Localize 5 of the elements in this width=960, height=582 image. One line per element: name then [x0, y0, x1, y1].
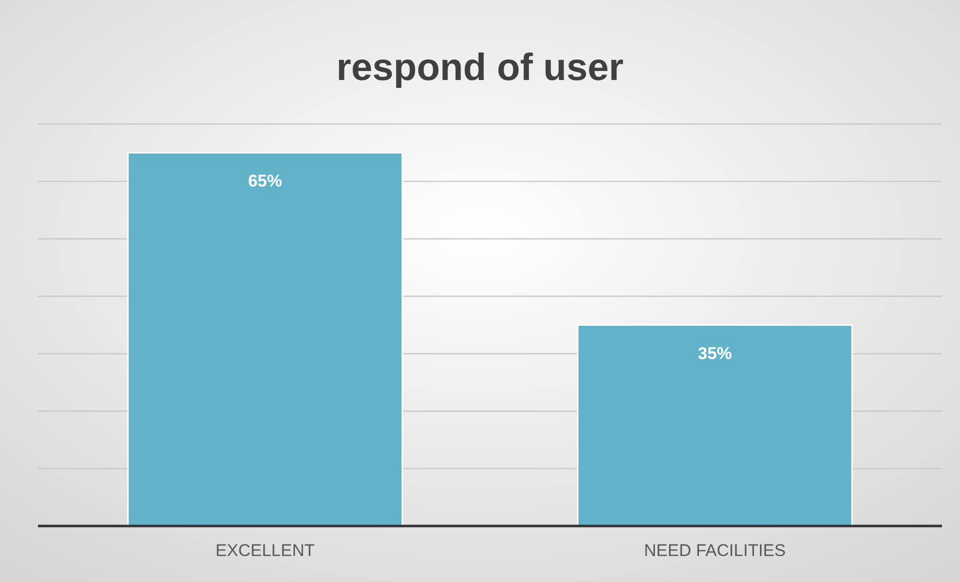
x-tick-label: NEED FACILITIES — [644, 541, 786, 560]
x-tick-label: EXCELLENT — [216, 541, 315, 560]
data-label: 65% — [248, 172, 282, 191]
data-label: 35% — [698, 344, 732, 363]
chart-title: respond of user — [336, 47, 624, 89]
